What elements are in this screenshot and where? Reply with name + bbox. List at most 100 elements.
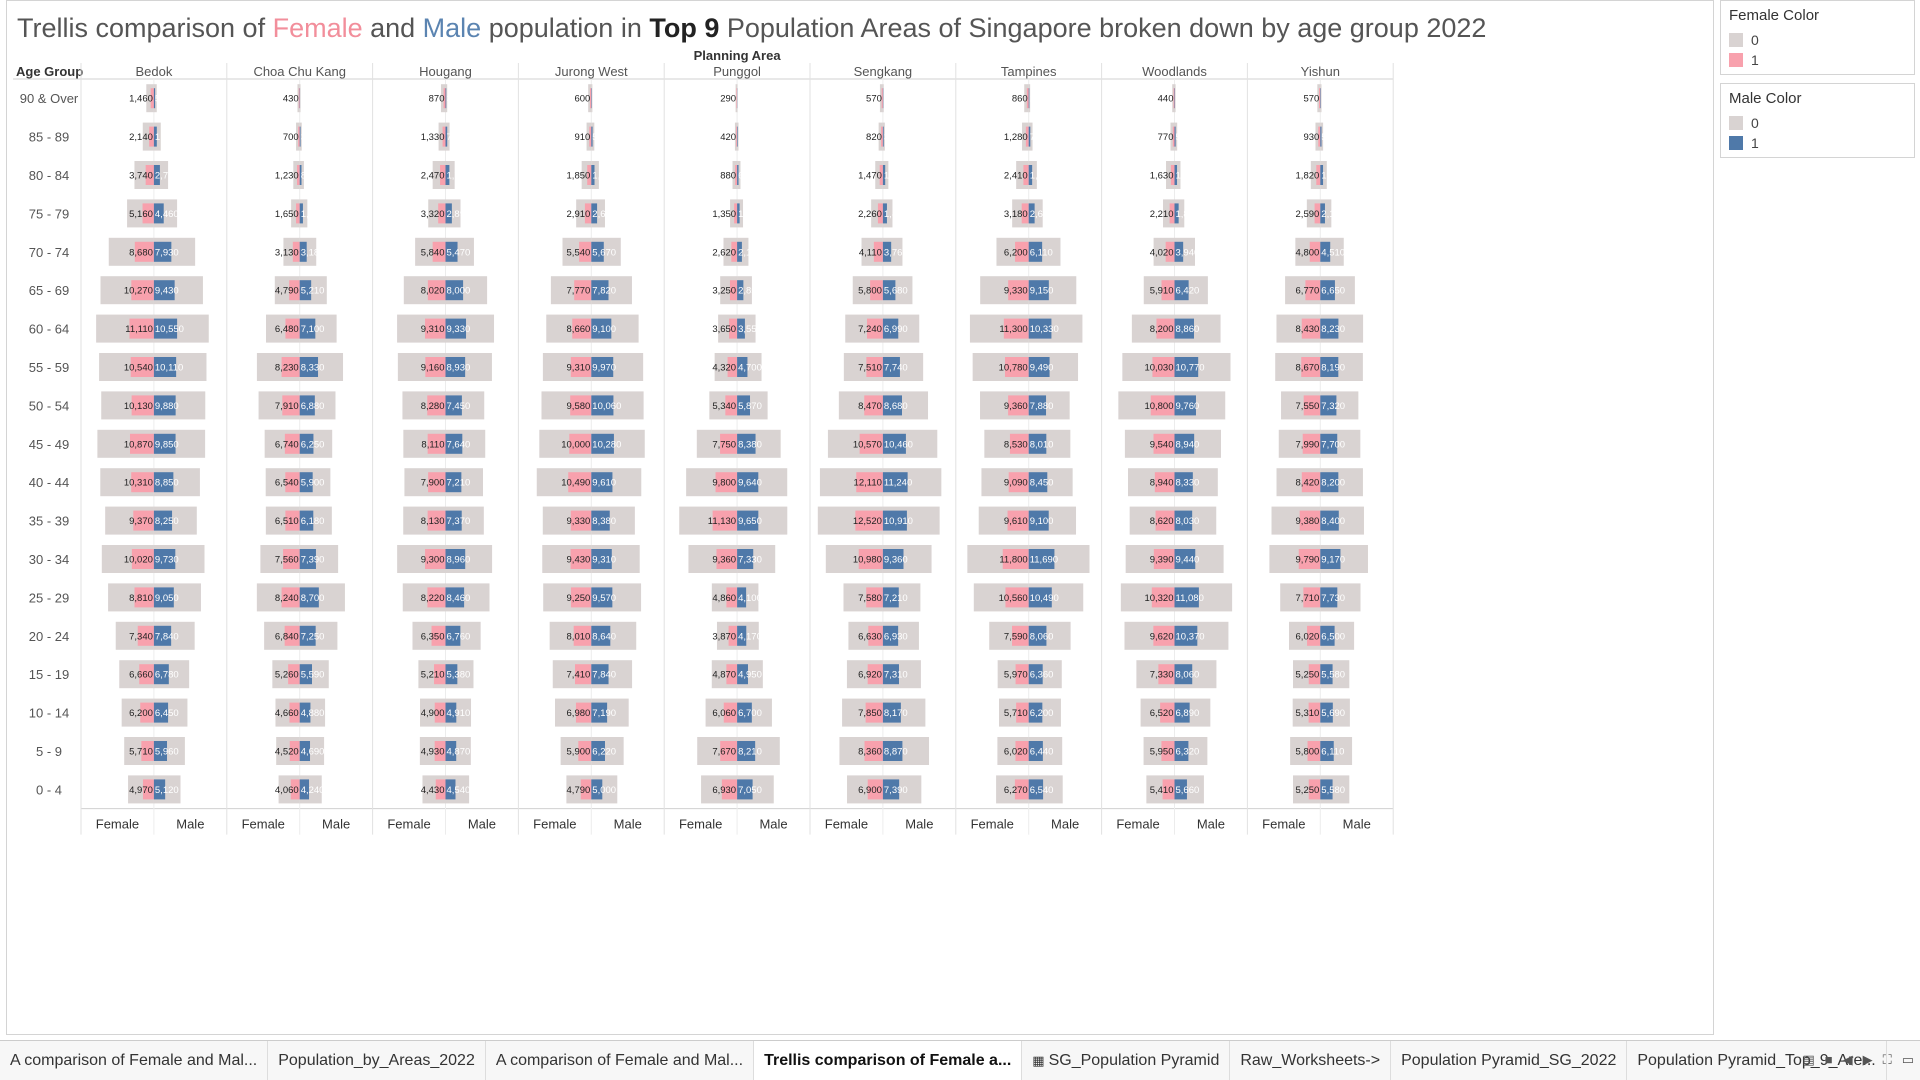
filmstrip-icon[interactable]: ■ — [1824, 1052, 1833, 1067]
label-male-hougang-5-9: 4,870 — [447, 747, 471, 758]
bar-female-woodlands-80-84 — [1170, 165, 1175, 185]
bar-female-hougang-30-34 — [425, 549, 446, 569]
label-female-hougang-15-19: 5,210 — [421, 670, 445, 681]
label-female-tampines-5-9: 6,020 — [1004, 747, 1028, 758]
bar-male-tampines-60-64 — [1028, 318, 1052, 339]
label-male-woodlands-90-over: 210 — [1176, 94, 1192, 105]
label-female-woodlands-75-79: 2,210 — [1150, 209, 1174, 220]
label-male-tampines-40-44: 8,450 — [1030, 478, 1054, 489]
fullscreen-icon[interactable]: ⛶ — [1882, 1052, 1892, 1067]
female-color-legend[interactable]: Female Color 0 1 — [1720, 0, 1915, 75]
label-female-bedok-35-39: 9,370 — [129, 516, 153, 527]
bg-bar-female-choa-chu-kang-85-89 — [296, 122, 300, 151]
tab-population-by-areas[interactable]: Population_by_Areas_2022 — [268, 1040, 486, 1080]
bar-female-woodlands-65-69 — [1161, 280, 1175, 301]
bar-male-woodlands-40-44 — [1174, 472, 1193, 493]
tab-pyramid-sg-2022[interactable]: Population Pyramid_SG_2022 — [1391, 1040, 1628, 1080]
sex-label-male-punggol: Male — [759, 817, 787, 832]
tab-sg-population-pyramid[interactable]: ▦ SG_Population Pyramid — [1022, 1040, 1231, 1080]
bar-female-punggol-40-44 — [715, 472, 738, 493]
bg-bar-female-bedok-85-89 — [142, 122, 154, 151]
bg-bar-female-sengkang-75-79 — [871, 199, 883, 228]
label-male-tampines-75-79: 2,690 — [1030, 209, 1054, 220]
prev-sheet-icon[interactable]: ◀ — [1842, 1052, 1853, 1067]
label-female-hougang-85-89: 1,330 — [421, 132, 445, 143]
bar-male-bedok-40-44 — [153, 472, 174, 493]
bar-male-sengkang-55-59 — [882, 357, 900, 377]
label-male-bedok-80-84: 2,730 — [155, 171, 179, 182]
male-legend-item-0[interactable]: 0 — [1729, 113, 1914, 133]
age-label-90-over: 90 & Over — [20, 91, 79, 106]
next-sheet-icon[interactable]: ▶ — [1862, 1052, 1873, 1067]
sheet-sorter-icon[interactable]: ▤ — [1802, 1052, 1815, 1067]
bar-female-yishun-15-19 — [1308, 664, 1321, 685]
bg-bar-male-punggol-85-89 — [737, 122, 739, 151]
bar-male-yishun-45-49 — [1320, 433, 1338, 454]
bar-male-punggol-5-9 — [737, 741, 756, 761]
label-female-tampines-55-59: 10,780 — [999, 363, 1028, 374]
bg-bar-male-yishun-90-over — [1320, 84, 1322, 113]
bar-female-jurong-west-85-89 — [589, 126, 592, 147]
label-male-jurong-west-30-34: 9,310 — [592, 555, 616, 566]
label-female-choa-chu-kang-65-69: 4,790 — [275, 286, 299, 297]
tab-raw-worksheets[interactable]: Raw_Worksheets-> — [1230, 1040, 1392, 1080]
bg-bar-male-sengkang-90-over — [882, 84, 884, 113]
tab-comparison-2[interactable]: A comparison of Female and Mal... — [486, 1040, 755, 1080]
bar-male-tampines-85-89 — [1028, 126, 1031, 147]
bar-female-sengkang-65-69 — [870, 280, 883, 301]
bar-male-sengkang-45-49 — [882, 433, 906, 454]
bar-female-yishun-65-69 — [1305, 280, 1321, 301]
present-icon[interactable]: ▭ — [1901, 1052, 1914, 1067]
label-male-choa-chu-kang-80-84: 810 — [301, 171, 317, 182]
bar-female-sengkang-70-74 — [873, 241, 883, 262]
bar-male-woodlands-30-34 — [1174, 549, 1196, 569]
bar-male-choa-chu-kang-5-9 — [299, 741, 311, 761]
bg-bar-male-tampines-85-89 — [1028, 122, 1033, 151]
bar-male-hougang-30-34 — [445, 549, 466, 569]
label-female-hougang-70-74: 5,840 — [421, 247, 445, 258]
bg-bar-female-tampines-90-over — [1024, 84, 1029, 113]
bar-male-punggol-10-14 — [737, 702, 752, 723]
female-legend-item-1[interactable]: 1 — [1729, 50, 1914, 70]
bar-female-hougang-85-89 — [442, 126, 446, 147]
male-legend-item-1[interactable]: 1 — [1729, 133, 1914, 153]
bar-female-bedok-80-84 — [145, 165, 154, 185]
tab-pyramid-top-9[interactable]: Population Pyramid_Top_9_Are... — [1627, 1040, 1887, 1080]
label-male-woodlands-5-9: 6,320 — [1176, 747, 1200, 758]
tab-controls: ▤ ■ ◀ ▶ ⛶ ▭ — [1802, 1052, 1914, 1068]
bg-bar-male-yishun-75-79 — [1320, 199, 1332, 228]
bg-bar-female-yishun-80-84 — [1310, 161, 1321, 189]
bar-female-jurong-west-15-19 — [574, 664, 592, 685]
label-female-jurong-west-35-39: 9,330 — [567, 516, 591, 527]
label-male-tampines-15-19: 6,360 — [1030, 670, 1054, 681]
bar-male-punggol-15-19 — [737, 664, 748, 685]
bar-female-tampines-75-79 — [1021, 203, 1029, 224]
bar-female-bedok-85-89 — [149, 126, 154, 147]
bg-bar-male-jurong-west-90-over — [591, 84, 593, 113]
bar-female-sengkang-25-29 — [866, 587, 883, 608]
label-female-choa-chu-kang-75-79: 1,650 — [275, 209, 299, 220]
label-male-punggol-75-79: 1,140 — [738, 209, 762, 220]
label-male-bedok-75-79: 4,460 — [155, 209, 179, 220]
bg-bar-male-tampines-80-84 — [1028, 161, 1037, 189]
female-legend-item-0[interactable]: 0 — [1729, 30, 1914, 50]
bar-male-choa-chu-kang-60-64 — [299, 318, 316, 339]
label-male-yishun-65-69: 6,650 — [1321, 286, 1345, 297]
tab-comparison-1[interactable]: A comparison of Female and Mal... — [0, 1040, 269, 1080]
label-female-tampines-90-over: 860 — [1012, 94, 1028, 105]
tab-trellis-comparison[interactable]: Trellis comparison of Female a... — [754, 1040, 1023, 1080]
label-female-sengkang-40-44: 12,110 — [854, 478, 882, 489]
label-female-bedok-55-59: 10,540 — [124, 363, 153, 374]
bar-female-punggol-45-49 — [720, 433, 738, 454]
bar-female-yishun-10-14 — [1308, 702, 1321, 723]
bar-male-punggol-30-34 — [737, 549, 754, 569]
bar-male-choa-chu-kang-15-19 — [299, 664, 312, 685]
label-female-bedok-60-64: 11,110 — [125, 324, 153, 335]
male-color-legend[interactable]: Male Color 0 1 — [1720, 83, 1915, 158]
label-male-woodlands-30-34: 9,440 — [1176, 555, 1200, 566]
bar-male-tampines-25-29 — [1028, 587, 1052, 608]
label-male-bedok-45-49: 9,850 — [155, 439, 179, 450]
label-male-jurong-west-80-84: 1,460 — [592, 171, 616, 182]
label-male-sengkang-5-9: 8,870 — [884, 747, 908, 758]
bar-female-jurong-west-90-over — [589, 88, 592, 109]
